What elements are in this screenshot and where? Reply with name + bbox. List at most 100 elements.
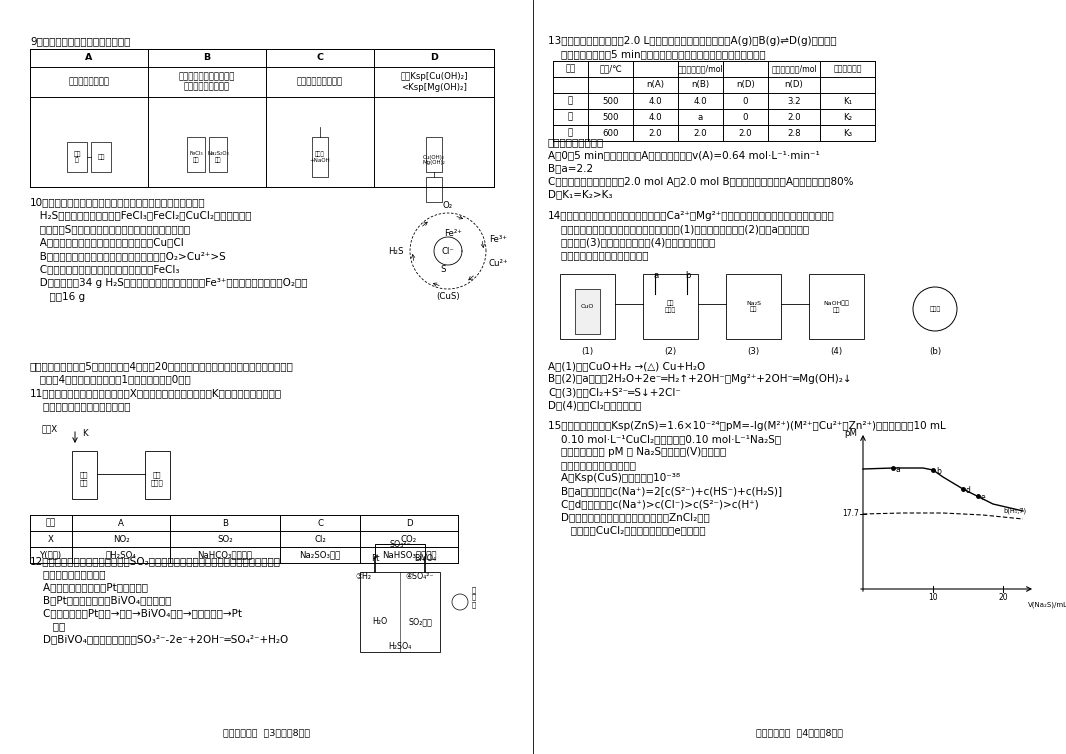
Text: O₂: O₂ xyxy=(442,201,453,210)
Text: C．在转化过程中能循环利用的物质只有FeCl₃: C．在转化过程中能循环利用的物质只有FeCl₃ xyxy=(30,265,179,274)
Bar xyxy=(187,137,205,172)
Text: n(D): n(D) xyxy=(785,81,804,90)
Bar xyxy=(72,451,97,499)
Text: Cl⁻: Cl⁻ xyxy=(441,247,454,256)
Bar xyxy=(145,451,169,499)
Text: 电极: 电极 xyxy=(30,621,65,631)
Text: D．K₁=K₂>K₃: D．K₁=K₂>K₃ xyxy=(548,189,613,199)
Text: 品红
溶液: 品红 溶液 xyxy=(80,472,88,486)
Text: Cu²⁺: Cu²⁺ xyxy=(488,259,507,268)
Text: A: A xyxy=(118,519,124,528)
Text: 9．下列方案设计能达到实验目的是: 9．下列方案设计能达到实验目的是 xyxy=(30,36,130,46)
Text: A．该电化学装置中，Pt电极作正极: A．该电化学装置中，Pt电极作正极 xyxy=(30,582,148,592)
Bar xyxy=(209,137,227,172)
Text: 现浑浊；(3)中溶液出现浑浊；(4)中溶液红色褪去。: 现浑浊；(3)中溶液出现浑浊；(4)中溶液红色褪去。 xyxy=(548,237,715,247)
Text: NaOH溶液
酚酞: NaOH溶液 酚酞 xyxy=(824,300,850,313)
Bar xyxy=(726,274,781,339)
Text: Y(过量): Y(过量) xyxy=(39,550,62,559)
Text: e: e xyxy=(981,493,986,502)
Text: 2.8: 2.8 xyxy=(787,128,801,137)
Text: C: C xyxy=(317,519,323,528)
Text: b: b xyxy=(685,271,691,280)
Text: 二、选择题：本题共5小题，每小题4分，共20分。每小题有一个或两个选项符合题意，全部: 二、选择题：本题共5小题，每小题4分，共20分。每小题有一个或两个选项符合题意，… xyxy=(30,361,294,371)
Text: H₂SO₄: H₂SO₄ xyxy=(388,642,411,651)
Text: SO₂: SO₂ xyxy=(217,535,232,544)
Text: 太
阳
光: 太 阳 光 xyxy=(472,586,477,608)
Text: 2.0: 2.0 xyxy=(694,128,708,137)
Text: H₂O: H₂O xyxy=(372,617,388,626)
Text: 证明发生了取代反应: 证明发生了取代反应 xyxy=(297,78,343,87)
Bar xyxy=(643,274,698,339)
Text: A．在转化过程中化合价不变的元素只有Cu和Cl: A．在转化过程中化合价不变的元素只有Cu和Cl xyxy=(30,238,183,247)
Text: C．电子流向：Pt电极→导线→BiVO₄电极→电解质溶液→Pt: C．电子流向：Pt电极→导线→BiVO₄电极→电解质溶液→Pt xyxy=(30,608,242,618)
Text: 卤代烃
+NaOH: 卤代烃 +NaOH xyxy=(309,152,330,163)
Text: 下列说述不正确的是: 下列说述不正确的是 xyxy=(548,137,604,147)
Text: CO₂: CO₂ xyxy=(401,535,417,544)
Text: 饱和
食盐水: 饱和 食盐水 xyxy=(665,300,676,313)
Text: D: D xyxy=(406,519,413,528)
Text: D．相同条件下，若用等浓度等体积的ZnCl₂溶液: D．相同条件下，若用等浓度等体积的ZnCl₂溶液 xyxy=(548,512,710,522)
Bar xyxy=(312,137,328,177)
Text: 碘液: 碘液 xyxy=(97,155,104,160)
Bar xyxy=(91,142,111,172)
Text: b: b xyxy=(936,467,941,476)
Text: B．由图示的转化可得出氧化性的强弱顺序：O₂>Cu²⁺>S: B．由图示的转化可得出氧化性的强弱顺序：O₂>Cu²⁺>S xyxy=(30,251,226,261)
Text: Cu(OH)₂
Mg(OH)₂: Cu(OH)₂ Mg(OH)₂ xyxy=(422,155,446,165)
Text: NO₂: NO₂ xyxy=(113,535,129,544)
Text: 2.0: 2.0 xyxy=(649,128,662,137)
Text: C．(3)中：Cl₂+S²⁻═S↓+2Cl⁻: C．(3)中：Cl₂+S²⁻═S↓+2Cl⁻ xyxy=(548,387,681,397)
Text: 平衡物质的量/mol: 平衡物质的量/mol xyxy=(771,65,817,73)
Text: Na₂S
溶液: Na₂S 溶液 xyxy=(746,301,761,312)
Text: 0: 0 xyxy=(743,112,748,121)
Bar xyxy=(809,274,865,339)
Text: S: S xyxy=(440,265,446,274)
Text: D．反应当有34 g H₂S转化为硫单质时，保持溶液中Fe³⁺的量不变，需要消耗O₂的质: D．反应当有34 g H₂S转化为硫单质时，保持溶液中Fe³⁺的量不变，需要消耗… xyxy=(30,278,307,288)
Text: 12．中科院科学家设计出一套利用SO₂和太阳能综合制氢方案，其基本工作原理如图所: 12．中科院科学家设计出一套利用SO₂和太阳能综合制氢方案，其基本工作原理如图所 xyxy=(30,556,281,566)
Text: d: d xyxy=(966,486,971,495)
Text: B: B xyxy=(204,54,211,63)
Text: SO₂溶液: SO₂溶液 xyxy=(408,617,432,626)
Text: 下列对实验现象解释不正确的是: 下列对实验现象解释不正确的是 xyxy=(548,250,648,260)
Text: 液，滴加过程中 pM 与 Na₂S溶液体积(V)的关系如: 液，滴加过程中 pM 与 Na₂S溶液体积(V)的关系如 xyxy=(548,447,726,457)
Text: a: a xyxy=(653,271,658,280)
Text: 温度/℃: 温度/℃ xyxy=(599,65,621,73)
Text: (3): (3) xyxy=(747,347,760,356)
Bar xyxy=(560,274,615,339)
Text: Pt: Pt xyxy=(371,554,379,563)
Text: 4.0: 4.0 xyxy=(649,112,662,121)
Text: 气体X: 气体X xyxy=(42,424,58,433)
Text: 淀粉
液: 淀粉 液 xyxy=(74,151,81,163)
Text: B．(2)中a电极：2H₂O+2e⁻═H₂↑+2OH⁻，Mg²⁺+2OH⁻═Mg(OH)₂↓: B．(2)中a电极：2H₂O+2e⁻═H₂↑+2OH⁻，Mg²⁺+2OH⁻═Mg… xyxy=(548,374,852,384)
Text: X: X xyxy=(48,535,54,544)
Text: A．Ksp(CuS)的数量级为10⁻³⁸: A．Ksp(CuS)的数量级为10⁻³⁸ xyxy=(548,473,680,483)
Text: pM: pM xyxy=(844,429,857,438)
Text: 浓H₂SO₄: 浓H₂SO₄ xyxy=(106,550,136,559)
Text: 高三化学试题  第3页（共8页）: 高三化学试题 第3页（共8页） xyxy=(223,728,310,737)
Text: (CuS): (CuS) xyxy=(436,293,459,302)
Bar xyxy=(426,177,442,202)
Text: 10．硫化氢的转化是资源利用和环境保护的重要研究课题。将: 10．硫化氢的转化是资源利用和环境保护的重要研究课题。将 xyxy=(30,197,206,207)
Text: 0: 0 xyxy=(743,97,748,106)
Text: 选对得4分，选对但不全的得1分，有选错的得0分。: 选对得4分，选对但不全的得1分，有选错的得0分。 xyxy=(30,374,191,384)
Text: 化学平衡常数: 化学平衡常数 xyxy=(834,65,861,73)
Text: 10: 10 xyxy=(928,593,938,602)
Text: 15．已知：常温下，Ksp(ZnS)=1.6×10⁻²⁴；pM=-lg(M²⁺)(M²⁺为Cu²⁺或Zn²⁺)。常温下，向10 mL: 15．已知：常温下，Ksp(ZnS)=1.6×10⁻²⁴；pM=-lg(M²⁺)… xyxy=(548,421,946,431)
Text: (1): (1) xyxy=(581,347,594,356)
Text: H₂S和空气的混合气体通入FeCl₃、FeCl₂、CuCl₂的混合溶液中: H₂S和空气的混合气体通入FeCl₃、FeCl₂、CuCl₂的混合溶液中 xyxy=(30,210,252,220)
Text: 选项: 选项 xyxy=(46,519,56,528)
Text: 2.0: 2.0 xyxy=(739,128,753,137)
Text: n(A): n(A) xyxy=(646,81,664,90)
Text: B: B xyxy=(222,519,228,528)
Text: 丙: 丙 xyxy=(568,128,574,137)
Text: D．(4)中：Cl₂具有强氧化性: D．(4)中：Cl₂具有强氧化性 xyxy=(548,400,642,410)
Text: H₂S: H₂S xyxy=(388,247,404,256)
Text: 由颜色快捷研究反应物浓
度对反应速率的影响: 由颜色快捷研究反应物浓 度对反应速率的影响 xyxy=(179,72,236,92)
Text: 量为16 g: 量为16 g xyxy=(30,292,85,302)
Text: 600: 600 xyxy=(602,128,618,137)
Text: K₃: K₃ xyxy=(843,128,852,137)
Text: 3.2: 3.2 xyxy=(787,97,801,106)
Text: 验证Ksp[Cu(OH)₂]
<Ksp[Mg(OH)₂]: 验证Ksp[Cu(OH)₂] <Ksp[Mg(OH)₂] xyxy=(400,72,468,92)
Text: 检验淀粉是否水解: 检验淀粉是否水解 xyxy=(68,78,110,87)
Text: 甲: 甲 xyxy=(568,97,574,106)
Text: 澄清石灰水中现象相同的一组是: 澄清石灰水中现象相同的一组是 xyxy=(30,401,130,411)
